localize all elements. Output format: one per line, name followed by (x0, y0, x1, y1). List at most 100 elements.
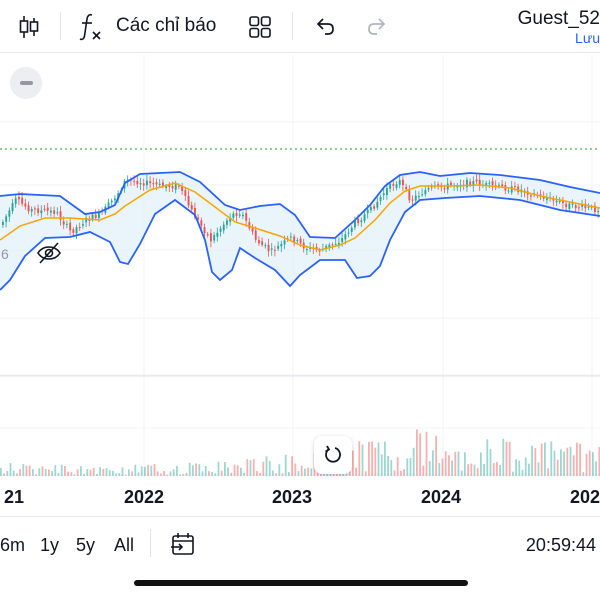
candle-body (299, 238, 302, 244)
candle-body (18, 196, 20, 200)
volume-bar (489, 449, 492, 476)
range-all-button[interactable]: All (114, 535, 135, 555)
volume-bar (179, 474, 181, 476)
volume-bar (137, 472, 140, 476)
candle-body (411, 199, 414, 201)
volume-bar (377, 442, 380, 476)
candle-body (331, 244, 334, 246)
time-axis: 21 2022 2023 2024 202 (4, 487, 600, 507)
volume-bar (83, 473, 85, 476)
candle-body (24, 203, 27, 207)
candle-body (43, 208, 46, 210)
toolbar-separator (292, 12, 293, 40)
candle-body (568, 203, 571, 209)
undo-icon[interactable] (310, 12, 340, 42)
time-axis-label: 202 (570, 487, 600, 507)
volume-bar (454, 451, 457, 476)
candle-body (219, 228, 222, 232)
candle-body (245, 213, 248, 221)
candle-body (242, 214, 244, 217)
volume-bar (352, 450, 354, 476)
candlestick-icon[interactable] (14, 12, 44, 42)
volume-bar (390, 460, 393, 476)
candle-body (408, 190, 411, 201)
candle-body (501, 184, 504, 187)
volume-bar (19, 468, 21, 476)
range-6m-button[interactable]: 6m (0, 535, 26, 555)
candle-body (114, 198, 116, 201)
candle-body (5, 216, 8, 222)
indicators-button[interactable]: Các chỉ báo (78, 10, 308, 42)
candle-body (558, 200, 561, 202)
range-5y-button[interactable]: 5y (76, 535, 96, 555)
candle-body (187, 195, 190, 206)
candle-body (325, 246, 328, 249)
redo-icon[interactable] (362, 12, 392, 42)
collapse-legend-button[interactable] (10, 67, 42, 99)
volume-bar (409, 458, 412, 476)
volume-bar (233, 464, 236, 476)
candle-body (11, 203, 14, 212)
candle-body (491, 181, 494, 186)
candle-body (110, 200, 113, 203)
candle-body (133, 180, 136, 182)
candle-body (2, 222, 4, 225)
candle-body (248, 222, 251, 229)
candle-body (347, 232, 350, 234)
volume-bar (393, 470, 396, 476)
volume-bar (412, 447, 415, 476)
volume-bar (448, 455, 450, 476)
volume-bar (422, 465, 425, 476)
volume-bar (502, 438, 505, 476)
volume-bar (428, 461, 431, 476)
volume-bar (560, 449, 562, 476)
volume-bar (150, 465, 153, 476)
volume-bar (467, 464, 469, 476)
volume-bar (28, 465, 31, 476)
grid-icon[interactable] (245, 12, 275, 42)
volume-bar (358, 441, 361, 476)
username[interactable]: Guest_52 (517, 8, 600, 29)
candle-body (162, 182, 164, 187)
volume-bar (406, 458, 409, 476)
save-button[interactable]: Lưu (575, 30, 600, 46)
candle-body (69, 222, 72, 231)
candle-body (430, 186, 433, 188)
volume-bar (89, 469, 92, 476)
volume-bar (531, 445, 533, 476)
reset-chart-button[interactable] (314, 436, 352, 474)
candle-body (37, 208, 40, 213)
candle-body (258, 240, 260, 244)
volume-bar (300, 465, 303, 476)
range-1y-button[interactable]: 1y (40, 535, 60, 555)
volume-bar (169, 471, 172, 476)
volume-bar (476, 467, 479, 476)
candle-body (376, 201, 379, 208)
volume-bar (121, 467, 124, 476)
volume-bar (163, 471, 165, 476)
candle-body (197, 217, 200, 220)
candle-body (66, 223, 68, 225)
candle-body (546, 198, 548, 201)
date-range-icon[interactable] (168, 529, 198, 559)
volume-bar (505, 441, 508, 476)
candle-body (498, 184, 500, 186)
volume-bar (188, 462, 191, 476)
candle-body (382, 193, 385, 196)
volume-bar (291, 456, 293, 476)
candle-body (152, 183, 155, 185)
candle-body (507, 190, 510, 192)
volume-bar (547, 468, 549, 476)
volume-bar (67, 471, 69, 476)
bollinger-basis-line (0, 182, 600, 251)
candle-body (360, 220, 363, 223)
volume-bar (64, 465, 66, 476)
candle-body (107, 202, 110, 208)
volume-bar (592, 452, 594, 476)
volume-bar (499, 465, 501, 476)
eye-off-icon[interactable] (37, 242, 61, 264)
volume-bar (12, 470, 15, 476)
volume-bar (281, 473, 284, 476)
volume-bar (201, 471, 204, 476)
